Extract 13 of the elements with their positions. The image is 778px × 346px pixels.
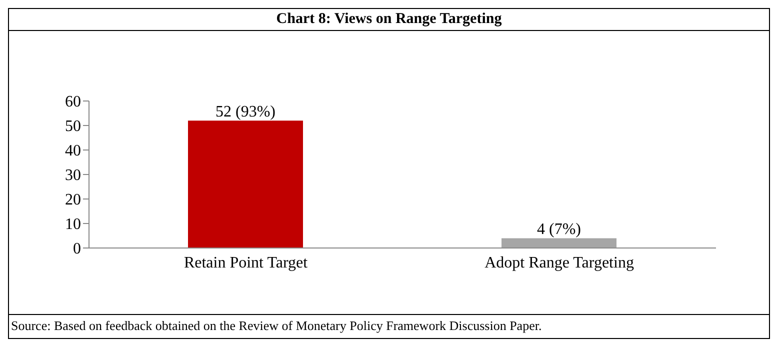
y-tick-label: 0 — [73, 240, 81, 258]
x-tick-label: Retain Point Target — [184, 254, 308, 272]
data-label: 4 (7%) — [537, 221, 581, 238]
y-tick-label: 60 — [65, 94, 81, 111]
y-tick-label: 30 — [65, 167, 81, 184]
y-tick-label: 40 — [65, 142, 81, 160]
source-note: Source: Based on feedback obtained on the Review of Monetary Policy Framework Discussion Paper. — [9, 314, 769, 338]
y-tick-label: 20 — [65, 192, 81, 209]
data-label: 52 (93%) — [216, 104, 276, 121]
y-tick-label: 50 — [65, 118, 81, 136]
x-tick-label: Adopt Range Targeting — [484, 254, 634, 272]
y-tick-label: 10 — [65, 216, 81, 234]
chart-title: Chart 8: Views on Range Targeting — [9, 9, 769, 31]
